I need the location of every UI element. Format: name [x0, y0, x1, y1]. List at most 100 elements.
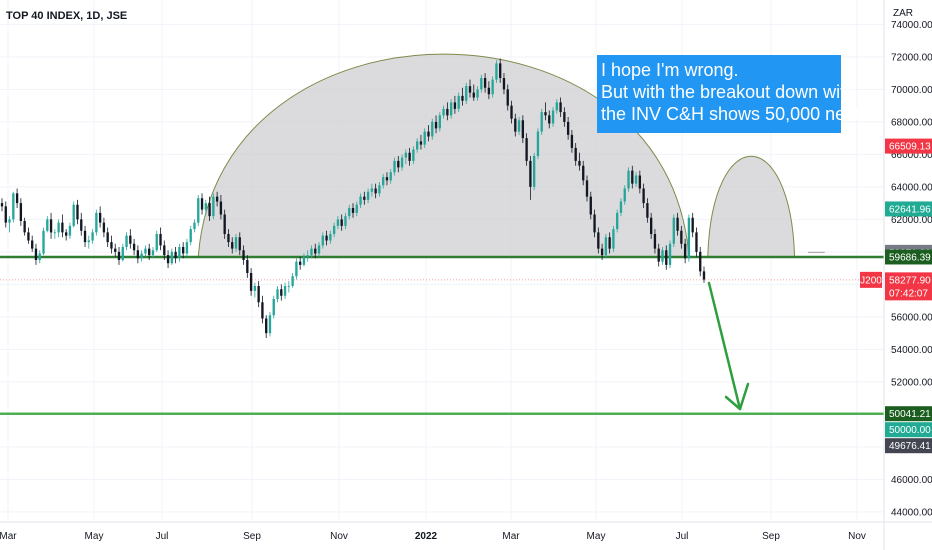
- candle-body: [393, 160, 396, 173]
- candle-body: [314, 248, 317, 254]
- candle: [12, 191, 15, 223]
- candle-body: [348, 208, 351, 217]
- candle: [336, 216, 340, 230]
- price-tag: 66509.13: [885, 138, 932, 154]
- annotation-note[interactable]: I hope I'm wrong. But with the breakout …: [597, 55, 864, 133]
- candle: [408, 147, 411, 166]
- candle: [419, 134, 423, 150]
- candle: [329, 230, 332, 244]
- y-tick-label: 62000.00: [891, 215, 932, 226]
- candle: [616, 209, 619, 233]
- candle-body: [53, 232, 57, 234]
- candle-body: [185, 242, 189, 254]
- candle: [344, 212, 347, 230]
- candle: [98, 206, 102, 228]
- candle: [34, 243, 38, 265]
- candle: [378, 182, 381, 197]
- candle: [140, 250, 143, 262]
- candle-body: [155, 234, 158, 251]
- candle: [465, 82, 468, 104]
- candle: [298, 256, 302, 270]
- candle-body: [95, 212, 98, 233]
- candle-body: [110, 242, 113, 249]
- candle-body: [355, 204, 358, 213]
- candle: [355, 201, 358, 217]
- candle: [223, 209, 226, 239]
- candle: [600, 243, 604, 260]
- candle: [631, 165, 634, 189]
- candle-body: [227, 234, 230, 243]
- candle-body: [231, 242, 234, 249]
- candle: [668, 240, 672, 269]
- price-tag-bg: [885, 285, 932, 301]
- candle: [393, 157, 396, 176]
- candle-body: [283, 286, 287, 296]
- candle: [57, 219, 60, 238]
- candle-body: [212, 196, 215, 217]
- candle-body: [325, 235, 328, 241]
- candle-body: [344, 216, 347, 226]
- candle-body: [419, 141, 423, 145]
- candle-body: [404, 152, 408, 158]
- candle: [544, 102, 547, 121]
- x-tick-label: Sep: [243, 531, 261, 542]
- candle: [348, 204, 351, 220]
- candle: [400, 154, 404, 171]
- candle: [132, 238, 136, 256]
- candle: [249, 268, 253, 296]
- candle: [272, 295, 275, 319]
- price-tag-bg: [885, 201, 932, 217]
- candle-body: [699, 251, 702, 272]
- candle: [227, 229, 230, 247]
- candle: [438, 112, 441, 132]
- candle: [174, 247, 177, 264]
- candle: [170, 248, 174, 265]
- candle: [495, 60, 498, 83]
- candle: [374, 183, 377, 199]
- candle: [181, 242, 185, 259]
- candle-body: [555, 102, 558, 111]
- candle-body: [548, 115, 551, 124]
- candle-body: [61, 222, 64, 233]
- candle-body: [476, 89, 479, 98]
- annotation-line-2: But with the breakout down with: [601, 82, 856, 102]
- candle-body: [4, 206, 7, 223]
- candle-body: [129, 235, 132, 244]
- candle: [525, 133, 528, 166]
- candle: [555, 99, 558, 114]
- candle: [563, 107, 566, 127]
- candle-body: [8, 219, 11, 223]
- price-tag: 50041.21: [885, 406, 932, 422]
- candle-body: [246, 260, 249, 273]
- candle-body: [382, 177, 385, 186]
- candle-body: [197, 198, 200, 223]
- y-tick-label: 64000.00: [891, 182, 932, 193]
- candle-body: [661, 250, 664, 262]
- candle: [593, 209, 596, 238]
- candle: [649, 212, 653, 239]
- candle-body: [415, 141, 419, 150]
- candle-body: [208, 203, 211, 217]
- candle: [106, 227, 109, 247]
- candle: [283, 282, 287, 299]
- candle-body: [91, 232, 94, 241]
- candle: [491, 76, 494, 98]
- candle: [461, 87, 464, 106]
- candle-body: [268, 315, 272, 334]
- candle: [434, 115, 438, 134]
- candle: [506, 84, 509, 111]
- candle: [521, 115, 525, 143]
- candle-body: [0, 203, 4, 207]
- candle: [676, 212, 679, 236]
- candle: [291, 273, 294, 288]
- candle: [31, 235, 34, 252]
- candle: [366, 188, 370, 204]
- price-tag-text: 59686.39: [889, 252, 931, 263]
- candle: [306, 250, 309, 262]
- symbol-tag-bg: [860, 271, 882, 288]
- candle: [4, 201, 7, 228]
- candle-body: [536, 131, 540, 156]
- candle-body: [117, 251, 121, 260]
- candle: [144, 245, 147, 257]
